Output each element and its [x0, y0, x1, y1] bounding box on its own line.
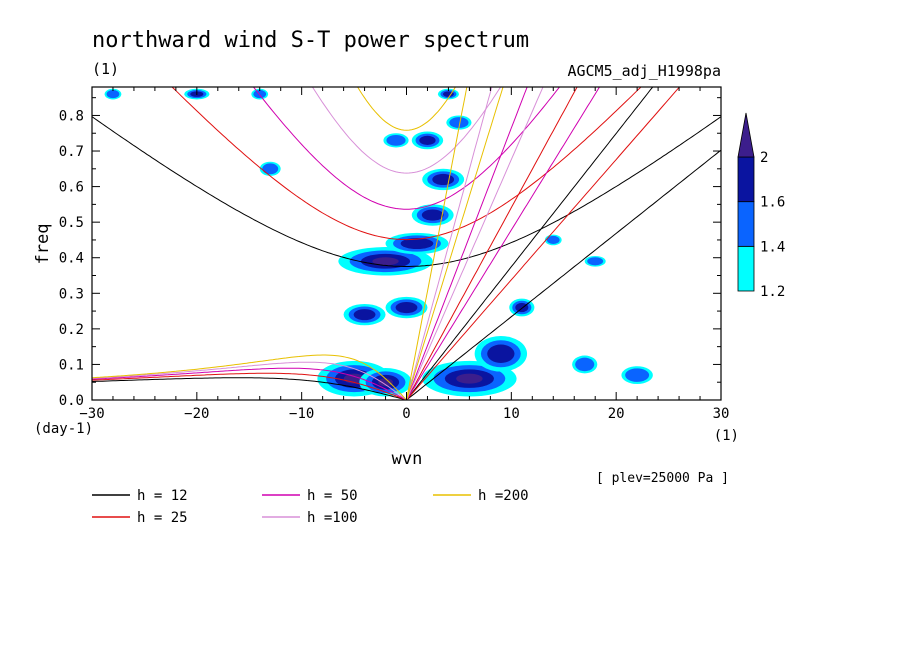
power-contours: [104, 88, 653, 397]
power-blob-3-level-2: [487, 344, 515, 364]
y-axis: 0.0 0.1 0.2 0.3 0.4 0.5 0.6 0.7 0.8: [59, 97, 721, 409]
x-tick-label: −20: [184, 406, 209, 422]
ig-curve-h50: [252, 87, 561, 210]
colorbar-label: 1.2: [760, 284, 785, 300]
eig-curve-h25: [406, 87, 578, 400]
colorbar-label: 1.4: [760, 239, 785, 255]
power-blob-19-level-2: [442, 91, 454, 97]
power-blob-1-level-3: [378, 378, 393, 387]
x-axis: −30 −20 −10 0 10 20 30: [79, 87, 729, 422]
rossby-curve-h200: [92, 354, 407, 400]
power-blob-10-level-2: [400, 237, 434, 250]
curve-legend: h = 12 h = 25 h = 50 h =100 h =200: [92, 488, 529, 526]
eig-curve-h50: [406, 87, 528, 400]
power-blob-11-level-2: [421, 209, 444, 221]
power-blob-18-level-1: [253, 90, 267, 99]
power-blob-6-level-1: [625, 368, 650, 382]
power-blob-5-level-1: [575, 357, 595, 372]
y-units: (day-1): [34, 421, 93, 437]
kelvin-curve-h25: [406, 87, 681, 400]
y-tick-label: 0.3: [59, 286, 84, 302]
x-tick-label: 0: [402, 406, 410, 422]
power-blob-21-level-1: [546, 235, 560, 244]
x-tick-label: −10: [289, 406, 314, 422]
plev-note: [ plev=25000 Pa ]: [596, 471, 729, 486]
y-tick-label: 0.2: [59, 322, 84, 338]
y-tick-label: 0.5: [59, 215, 84, 231]
x-axis-label: wvn: [392, 449, 423, 469]
run-label: AGCM5_adj_H1998pa: [567, 62, 721, 80]
y-tick-label: 0.4: [59, 251, 84, 267]
x-units: (1): [714, 428, 739, 444]
colorbar-segment: [737, 156, 755, 203]
power-blob-13-level-2: [419, 135, 436, 145]
power-blob-2-level-3: [456, 373, 483, 384]
y-tick-label: 0.0: [59, 393, 84, 409]
power-blob-16-level-1: [262, 163, 279, 175]
power-blob-7-level-2: [353, 309, 376, 321]
y-tick-label: 0.1: [59, 357, 84, 373]
ig-curve-h100: [311, 87, 502, 174]
rossby-curve-h25: [92, 372, 407, 400]
legend-label-h50: h = 50: [307, 488, 358, 504]
power-blob-9-level-3: [372, 257, 399, 266]
power-blob-12-level-2: [432, 173, 455, 186]
power-blob-15-level-1: [386, 134, 406, 146]
colorbar: 1.2 1.4 1.6 2: [737, 112, 785, 300]
colorbar-segment: [737, 201, 755, 247]
legend-label-h25: h = 25: [137, 510, 188, 526]
dispersion-curves: [92, 87, 721, 400]
ig-curve-h200: [357, 87, 456, 131]
legend-label-h200: h =200: [478, 488, 529, 504]
rossby-curve-h100: [92, 361, 407, 400]
x-tick-label: 10: [503, 406, 520, 422]
rossby-curve-h12: [92, 377, 407, 400]
power-blob-14-level-1: [449, 117, 469, 128]
colorbar-label: 2: [760, 150, 768, 166]
y-axis-label: freq: [33, 224, 53, 265]
y-tick-label: 0.8: [59, 108, 84, 124]
kelvin-curve-h200: [406, 87, 504, 400]
title-units: (1): [92, 60, 119, 78]
y-tick-label: 0.7: [59, 144, 84, 160]
power-blob-20-level-1: [587, 257, 604, 266]
ig-curve-h12: [92, 116, 721, 267]
eig-curve-h12: [406, 87, 654, 400]
power-blob-8-level-2: [395, 301, 418, 314]
chart-title: northward wind S-T power spectrum: [92, 28, 529, 53]
rossby-curve-h50: [92, 367, 407, 400]
x-tick-label: −30: [79, 406, 104, 422]
colorbar-segment: [737, 245, 755, 292]
y-tick-label: 0.6: [59, 180, 84, 196]
legend-label-h100: h =100: [307, 510, 358, 526]
kelvin-curve-h12: [406, 149, 721, 400]
colorbar-extend-triangle: [737, 112, 755, 158]
eig-curve-h200: [406, 87, 468, 400]
x-tick-label: 30: [713, 406, 730, 422]
x-tick-label: 20: [608, 406, 625, 422]
power-blob-22-level-1: [106, 90, 120, 99]
kelvin-curve-h50: [406, 87, 601, 400]
eig-curve-h100: [406, 87, 493, 400]
kelvin-curve-h100: [406, 87, 544, 400]
legend-label-h12: h = 12: [137, 488, 188, 504]
colorbar-label: 1.6: [760, 195, 785, 211]
ig-curve-h25: [171, 87, 642, 241]
